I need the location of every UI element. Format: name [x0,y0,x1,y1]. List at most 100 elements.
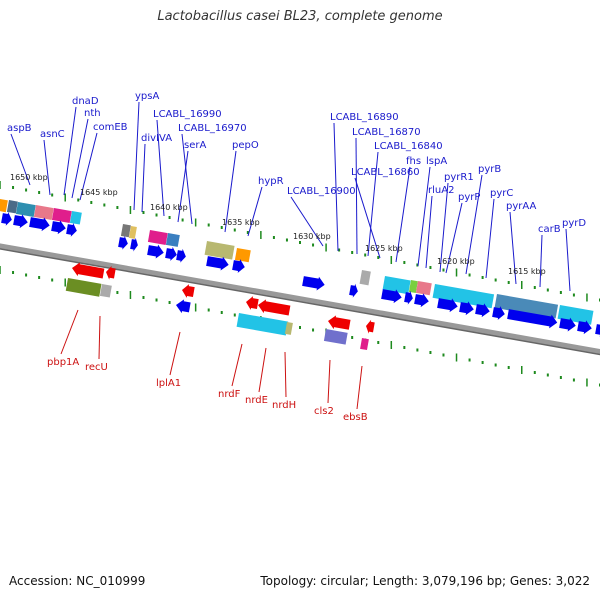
leader-line [181,133,193,225]
forward-gene-label[interactable]: LCABL_16970 [178,123,247,134]
forward-gene-arrow[interactable] [414,292,430,308]
forward-gene-label[interactable]: LCABL_16840 [374,141,443,152]
forward-gene-label[interactable]: fhs [406,156,421,167]
leader-line [445,202,463,274]
forward-gene-label[interactable]: LCABL_16890 [330,112,399,123]
forward-gene-label[interactable]: asnC [40,129,65,140]
forward-gene-label[interactable]: pyrB [478,164,501,175]
forward-gene-label[interactable]: pyrC [490,188,513,199]
forward-gene-arrow[interactable] [595,322,600,338]
forward-gene-label[interactable]: dnaD [72,96,99,107]
feature-box [147,230,168,245]
forward-gene-label[interactable]: LCABL_16900 [287,186,356,197]
forward-gene-label[interactable]: pyrAA [506,201,536,212]
scale-label: 1615 kbp [508,267,546,276]
leader-line [327,359,331,404]
forward-gene-label[interactable]: pyrD [562,218,586,229]
forward-gene-label[interactable]: LCABL_16860 [351,167,420,178]
forward-gene-arrow[interactable] [165,246,178,262]
leader-line [509,211,517,285]
forward-gene-label[interactable]: carB [538,224,561,235]
reverse-gene-arrow[interactable] [365,319,375,334]
forward-gene-label[interactable]: lspA [426,156,447,167]
scale-label: 1620 kbp [437,257,475,266]
forward-gene-arrow[interactable] [29,215,51,232]
feature-box [51,208,72,223]
feature-box [284,322,293,335]
reverse-feature-track [65,278,369,351]
forward-gene-arrow[interactable] [147,243,165,260]
forward-gene-arrow[interactable] [475,302,491,318]
forward-gene-arrow[interactable] [559,316,577,333]
forward-gene-arrow[interactable] [51,219,67,235]
forward-gene-arrow[interactable] [13,213,29,229]
reverse-strand-genes [71,261,375,334]
reverse-gene-label[interactable]: pbp1A [47,357,79,368]
feature-box [415,281,432,296]
forward-gene-label[interactable]: comEB [93,122,128,133]
feature-box [165,232,180,247]
forward-gene-label[interactable]: pepO [232,140,259,151]
forward-gene-label[interactable]: pyrR1 [444,172,474,183]
leader-line [247,186,263,237]
forward-gene-label[interactable]: divIVA [141,133,172,144]
forward-gene-arrow[interactable] [118,235,129,250]
reverse-gene-arrow[interactable] [327,314,351,332]
forward-gene-label[interactable]: serA [184,140,206,151]
forward-gene-arrow[interactable] [130,237,139,252]
forward-gene-label[interactable]: aspB [7,123,32,134]
reverse-gene-arrow[interactable] [257,298,291,317]
leader-line [284,351,287,398]
leader-line [485,198,495,279]
leader-line [231,343,243,387]
leader-line [355,137,358,255]
forward-gene-arrow[interactable] [1,211,13,227]
accession-label: Accession: NC_010999 [9,574,146,588]
forward-gene-arrow[interactable] [507,307,559,329]
reverse-gene-arrow[interactable] [181,283,195,299]
forward-gene-arrow[interactable] [577,319,593,335]
leader-line [354,177,381,259]
reverse-gene-label[interactable]: nrdH [272,400,296,411]
forward-gene-arrow[interactable] [175,298,191,314]
forward-gene-arrow[interactable] [302,274,326,292]
forward-gene-label[interactable]: nth [84,108,101,119]
reverse-gene-label[interactable]: ebsB [343,412,368,423]
feature-box [408,280,418,294]
reverse-gene-labels: pbp1A recU lplA1 nrdF nrdE nrdH cls2 ebsB [47,309,368,423]
reverse-gene-label[interactable]: lplA1 [156,378,181,389]
forward-gene-arrow[interactable] [349,283,359,298]
reverse-gene-label[interactable]: nrdF [218,389,241,400]
forward-gene-arrow[interactable] [404,290,414,305]
feature-box [432,283,495,309]
forward-gene-arrow[interactable] [381,287,403,304]
forward-gene-arrow[interactable] [459,300,475,316]
forward-gene-arrow[interactable] [492,305,506,321]
scale-label: 1640 kbp [150,203,188,212]
forward-gene-arrow[interactable] [232,258,246,274]
reverse-gene-label[interactable]: cls2 [314,406,334,417]
reverse-gene-arrow[interactable] [71,261,105,280]
reverse-gene-label[interactable]: recU [85,362,108,373]
forward-gene-arrow[interactable] [176,248,187,263]
feature-box [359,270,371,286]
forward-gene-arrow[interactable] [206,254,230,272]
reverse-gene-arrow[interactable] [245,295,259,311]
forward-gene-label[interactable]: LCABL_16870 [352,127,421,138]
forward-gene-label[interactable]: rluA2 [428,185,454,196]
forward-gene-label[interactable]: hypR [258,176,284,187]
forward-gene-arrow[interactable] [437,296,459,313]
forward-gene-label[interactable]: LCABL_16990 [153,109,222,120]
forward-gene-label[interactable]: pyrP [458,192,480,203]
feature-box [234,247,251,263]
reverse-gene-arrow[interactable] [105,265,116,280]
forward-gene-arrow[interactable] [66,222,78,238]
genome-backbone [0,243,600,355]
feature-box [15,202,36,217]
leader-line [43,139,51,196]
reverse-gene-label[interactable]: nrdE [245,395,268,406]
feature-box [0,199,8,213]
forward-gene-label[interactable]: ypsA [135,91,159,102]
